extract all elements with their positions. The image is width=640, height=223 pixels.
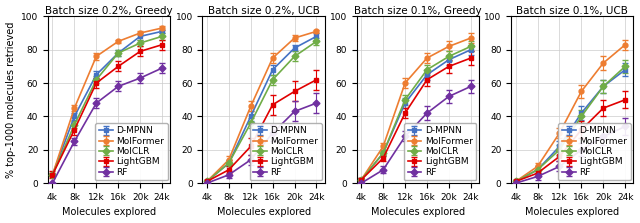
Title: Batch size 0.2%, Greedy: Batch size 0.2%, Greedy xyxy=(45,6,173,16)
X-axis label: Molecules explored: Molecules explored xyxy=(216,207,310,217)
X-axis label: Molecules explored: Molecules explored xyxy=(371,207,465,217)
Title: Batch size 0.1%, UCB: Batch size 0.1%, UCB xyxy=(516,6,628,16)
Legend: D-MPNN, MolFormer, MolCLR, LightGBM, RF: D-MPNN, MolFormer, MolCLR, LightGBM, RF xyxy=(559,123,631,180)
X-axis label: Molecules explored: Molecules explored xyxy=(62,207,156,217)
X-axis label: Molecules explored: Molecules explored xyxy=(525,207,620,217)
Y-axis label: % top-1000 molecules retrieved: % top-1000 molecules retrieved xyxy=(6,22,15,178)
Title: Batch size 0.2%, UCB: Batch size 0.2%, UCB xyxy=(207,6,319,16)
Legend: D-MPNN, MolFormer, MolCLR, LightGBM, RF: D-MPNN, MolFormer, MolCLR, LightGBM, RF xyxy=(95,123,168,180)
Title: Batch size 0.1%, Greedy: Batch size 0.1%, Greedy xyxy=(354,6,482,16)
Legend: D-MPNN, MolFormer, MolCLR, LightGBM, RF: D-MPNN, MolFormer, MolCLR, LightGBM, RF xyxy=(250,123,322,180)
Legend: D-MPNN, MolFormer, MolCLR, LightGBM, RF: D-MPNN, MolFormer, MolCLR, LightGBM, RF xyxy=(404,123,476,180)
